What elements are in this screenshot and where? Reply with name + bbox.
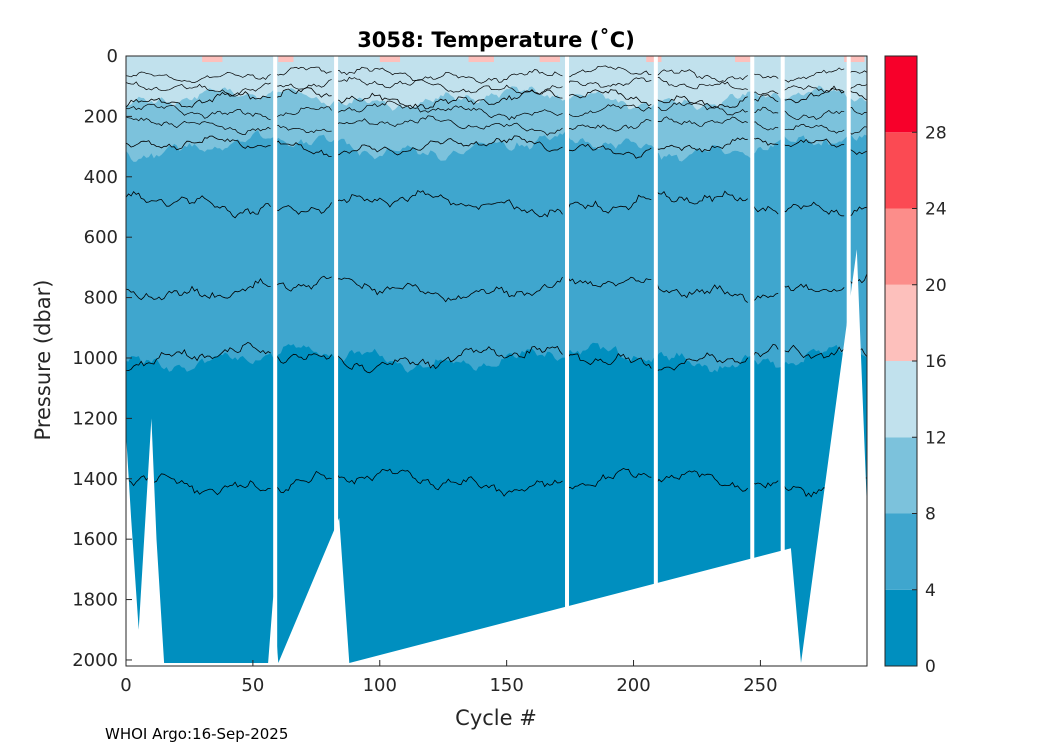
x-tick-label: 250 xyxy=(743,675,777,696)
y-tick-label: 800 xyxy=(84,288,118,309)
y-axis-label: Pressure (dbar) xyxy=(31,280,55,441)
y-tick-label: 1000 xyxy=(72,348,118,369)
warm-patch xyxy=(468,56,494,63)
y-axis: 0 200 400 600 800 1000 1200 1400 1600 1800 2000 xyxy=(72,46,132,671)
colorbar-tick-label: 28 xyxy=(925,123,947,143)
y-tick-label: 1400 xyxy=(72,469,118,490)
y-tick-label: 1800 xyxy=(72,590,118,611)
y-tick-label: 200 xyxy=(84,106,118,127)
colorbar-tick-label: 12 xyxy=(925,428,947,448)
warm-patch xyxy=(735,56,751,63)
colorbar-tick-label: 8 xyxy=(925,505,936,525)
warm-surface-patches xyxy=(202,56,865,63)
colorbar-swatch xyxy=(885,361,917,438)
colorbar-tick-label: 4 xyxy=(925,581,936,601)
warm-patch xyxy=(539,56,560,63)
colorbar-swatch xyxy=(885,208,917,285)
data-gap xyxy=(653,56,658,666)
colorbar-swatch xyxy=(885,132,917,209)
x-tick-label: 200 xyxy=(616,675,650,696)
colorbar-tick-label: 16 xyxy=(925,352,947,372)
chart-title: 3058: Temperature (˚C) xyxy=(357,28,635,52)
y-tick-label: 400 xyxy=(84,167,118,188)
colorbar-swatch xyxy=(885,437,917,514)
isotherm-3c xyxy=(125,467,868,498)
colorbar-swatch xyxy=(885,284,917,361)
isotherm-upper xyxy=(125,100,868,121)
y-tick-label: 1600 xyxy=(72,529,118,550)
colorbar-swatch xyxy=(885,513,917,590)
y-tick-label: 600 xyxy=(84,227,118,248)
colorbar-tick-label: 20 xyxy=(925,276,947,296)
warm-patch xyxy=(278,56,294,63)
warm-patch xyxy=(844,56,865,63)
warm-patch xyxy=(202,56,223,63)
colorbar: 0 4 8 12 16 20 24 28 xyxy=(884,55,947,677)
footer-credit: WHOI Argo:16-Sep-2025 xyxy=(105,725,289,743)
isotherm-lines xyxy=(125,65,868,498)
warm-patch xyxy=(379,56,401,63)
y-tick-label: 0 xyxy=(107,46,118,67)
x-axis: 0 50 100 150 200 250 xyxy=(120,660,778,696)
y-tick-label: 1200 xyxy=(72,408,118,429)
x-tick-label: 100 xyxy=(363,675,397,696)
x-axis-label: Cycle # xyxy=(455,706,537,730)
missing-profiles xyxy=(126,56,867,667)
plot-border xyxy=(125,55,868,667)
isotherm-upper xyxy=(125,115,868,136)
x-tick-label: 50 xyxy=(241,675,264,696)
isotherm-8c xyxy=(125,135,868,159)
colorbar-tick-label: 24 xyxy=(925,200,947,220)
isotherm-4c xyxy=(126,341,868,374)
isotherm-upper xyxy=(125,65,868,84)
plot-area xyxy=(125,56,868,667)
colorbar-swatch xyxy=(885,56,917,133)
data-gap xyxy=(750,56,755,666)
no-data-region xyxy=(126,249,867,667)
colorbar-tick-label: 0 xyxy=(925,657,936,677)
y-tick-label: 2000 xyxy=(72,650,118,671)
isotherm-6c xyxy=(125,190,868,219)
x-tick-label: 150 xyxy=(489,675,523,696)
isotherm-5c xyxy=(125,273,868,303)
x-tick-label: 0 xyxy=(120,675,131,696)
plot-frame xyxy=(125,55,868,667)
warm-patch xyxy=(646,56,662,63)
isotherm-upper xyxy=(125,76,868,97)
data-gap xyxy=(780,56,785,666)
data-gap xyxy=(565,56,570,666)
colorbar-swatch xyxy=(885,589,917,666)
data-gap xyxy=(273,56,278,666)
data-gap xyxy=(334,56,339,666)
